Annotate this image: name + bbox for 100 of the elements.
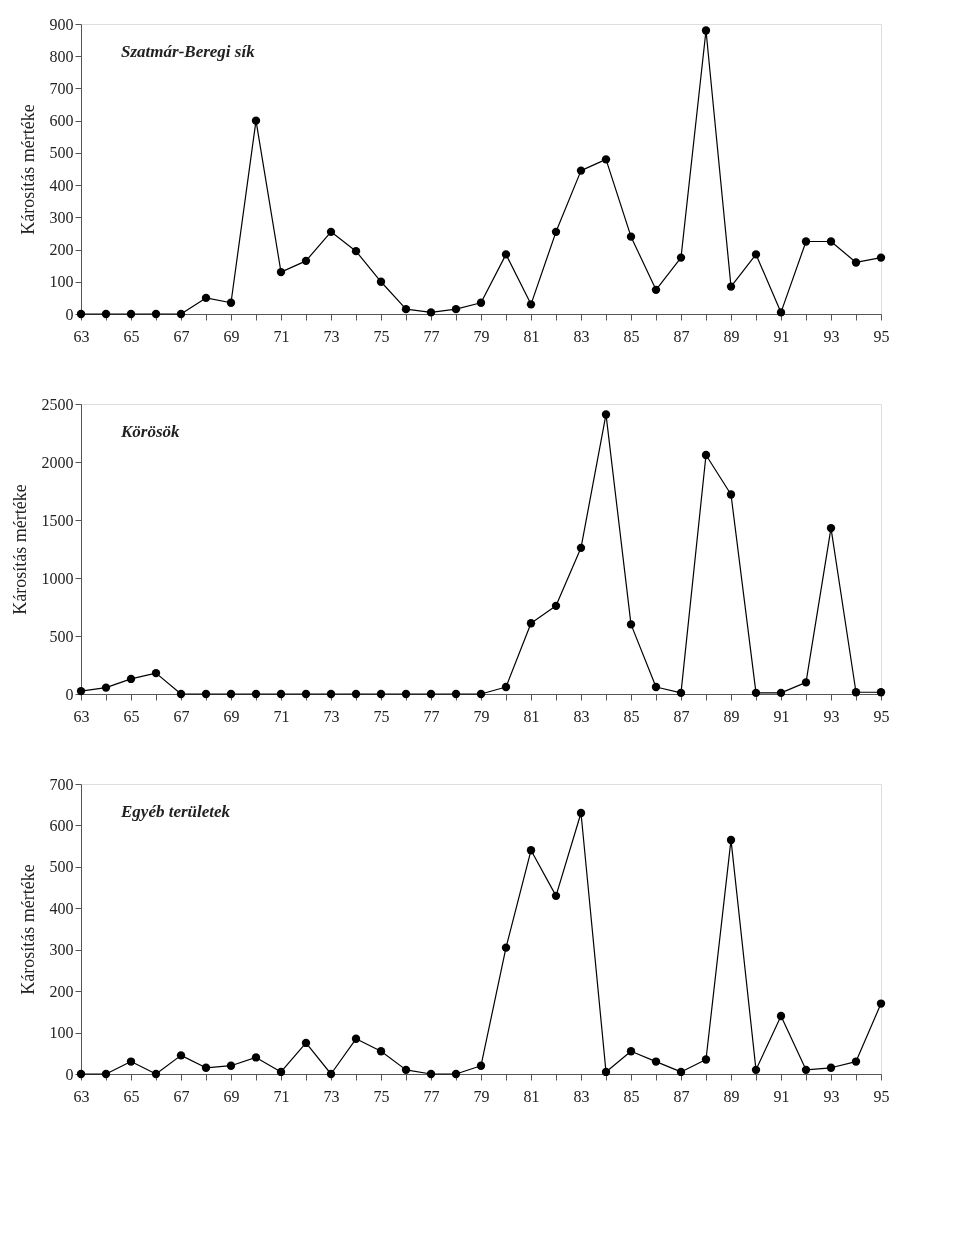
point [701,26,711,35]
x-tick-label: 93 [823,327,840,345]
x-tick-label: 69 [223,1087,240,1105]
point [451,304,461,314]
point [601,155,611,164]
point [876,999,886,1008]
x-tick-label: 79 [473,1087,490,1105]
y-tick-label: 300 [49,208,74,226]
point [526,619,536,628]
x-tick-label: 69 [223,327,240,345]
x-tick-label: 79 [473,707,490,725]
point [676,253,686,262]
x-tick-label: 71 [273,327,290,345]
x-tick-label: 63 [73,1087,90,1105]
point [451,689,461,699]
x-tick-label: 91 [773,1087,790,1105]
x-tick-label: 87 [673,327,690,345]
point [351,689,361,699]
x-tick-label: 95 [873,707,890,725]
point [151,668,161,678]
y-tick-label: 300 [49,941,74,959]
y-tick-label: 2000 [41,453,74,471]
x-tick-label: 83 [573,707,590,725]
point [251,689,261,699]
y-tick-label: 2500 [41,395,74,413]
y-axis-title: Károsítás mértéke [17,864,38,995]
x-tick-label: 67 [173,1087,190,1105]
point [476,1061,486,1070]
point [526,300,536,309]
x-tick-label: 69 [223,707,240,725]
point [626,1047,636,1056]
point [851,688,861,697]
y-tick-label: 500 [49,627,74,645]
point [201,689,211,699]
x-tick-label: 79 [473,327,490,345]
point [701,450,711,460]
point [701,1055,711,1064]
point [426,308,436,317]
x-tick-label: 67 [173,327,190,345]
x-tick-label: 91 [773,707,790,725]
y-tick-label: 100 [49,273,74,291]
point [751,1065,761,1075]
x-tick-label: 83 [573,327,590,345]
point [426,1069,436,1079]
point [851,258,861,267]
x-tick-label: 85 [623,327,640,345]
point [276,1067,286,1077]
x-tick-label: 89 [723,1087,740,1105]
point [676,688,686,698]
x-tick-label: 77 [423,327,440,345]
point [551,227,561,237]
point [751,250,761,259]
y-tick-label: 600 [49,816,74,834]
x-tick-label: 73 [323,327,340,345]
point [851,1057,861,1066]
y-tick-label: 200 [49,241,74,259]
point [726,835,736,845]
x-tick-label: 87 [673,707,690,725]
point [351,246,361,256]
y-tick-label: 700 [49,775,74,793]
y-tick-label: 1500 [41,511,74,529]
point [351,1034,361,1043]
point [401,304,411,314]
point [601,1067,611,1077]
point [176,1051,186,1060]
point [801,237,811,246]
point [376,689,386,699]
x-tick-label: 81 [523,327,540,345]
point [551,891,561,901]
point [401,689,411,699]
point [776,1011,786,1021]
text: Szatmár-Beregi sík [121,42,256,61]
point [801,678,811,687]
point [576,543,586,553]
point [151,309,161,319]
y-tick-label: 900 [49,15,74,33]
point [101,1069,111,1079]
point [601,410,611,419]
x-tick-label: 63 [73,707,90,725]
x-tick-label: 77 [423,1087,440,1105]
point [126,1057,136,1066]
x-tick-label: 89 [723,707,740,725]
y-tick-label: 1000 [41,569,74,587]
point [476,689,486,699]
point [726,282,736,291]
point [251,1053,261,1062]
x-tick-label: 91 [773,327,790,345]
point [801,1065,811,1075]
point [776,688,786,698]
y-tick-label: 0 [65,1065,74,1083]
point [651,1057,661,1066]
text: Körösök [120,422,181,441]
point [376,1047,386,1056]
x-tick-label: 65 [123,327,140,345]
x-tick-label: 71 [273,1087,290,1105]
x-tick-label: 95 [873,1087,890,1105]
x-tick-label: 73 [323,707,340,725]
point [326,689,336,699]
point [151,1069,161,1079]
x-tick-label: 77 [423,707,440,725]
